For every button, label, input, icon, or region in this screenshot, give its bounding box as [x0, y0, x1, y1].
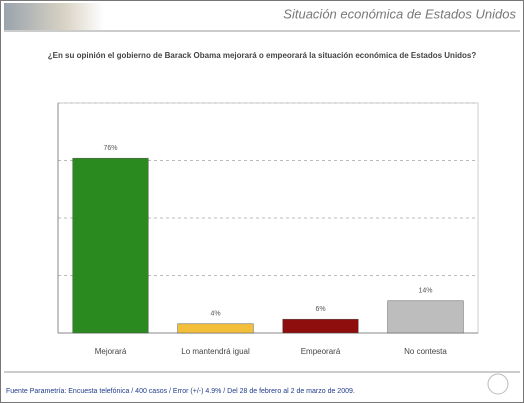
value-label: 14%	[418, 288, 432, 295]
bar	[72, 157, 149, 334]
logo	[487, 373, 509, 395]
value-label: 6%	[315, 306, 325, 313]
bar	[282, 318, 359, 334]
value-label: 4%	[210, 311, 220, 318]
bar	[177, 323, 254, 334]
x-tick-label: Lo mantendrá igual	[181, 347, 250, 356]
footer-source: Fuente Parametría: Encuesta telefónica /…	[6, 388, 355, 395]
bar	[387, 300, 464, 334]
header-image	[4, 3, 104, 30]
value-label: 76%	[103, 145, 117, 152]
x-tick-label: No contesta	[404, 347, 447, 356]
page-title: Situación económica de Estados Unidos	[283, 6, 516, 21]
x-tick-label: Empeorará	[301, 347, 341, 356]
x-tick-label: Mejorará	[95, 347, 127, 356]
chart-subtitle: ¿En su opinión el gobierno de Barack Oba…	[48, 51, 477, 60]
